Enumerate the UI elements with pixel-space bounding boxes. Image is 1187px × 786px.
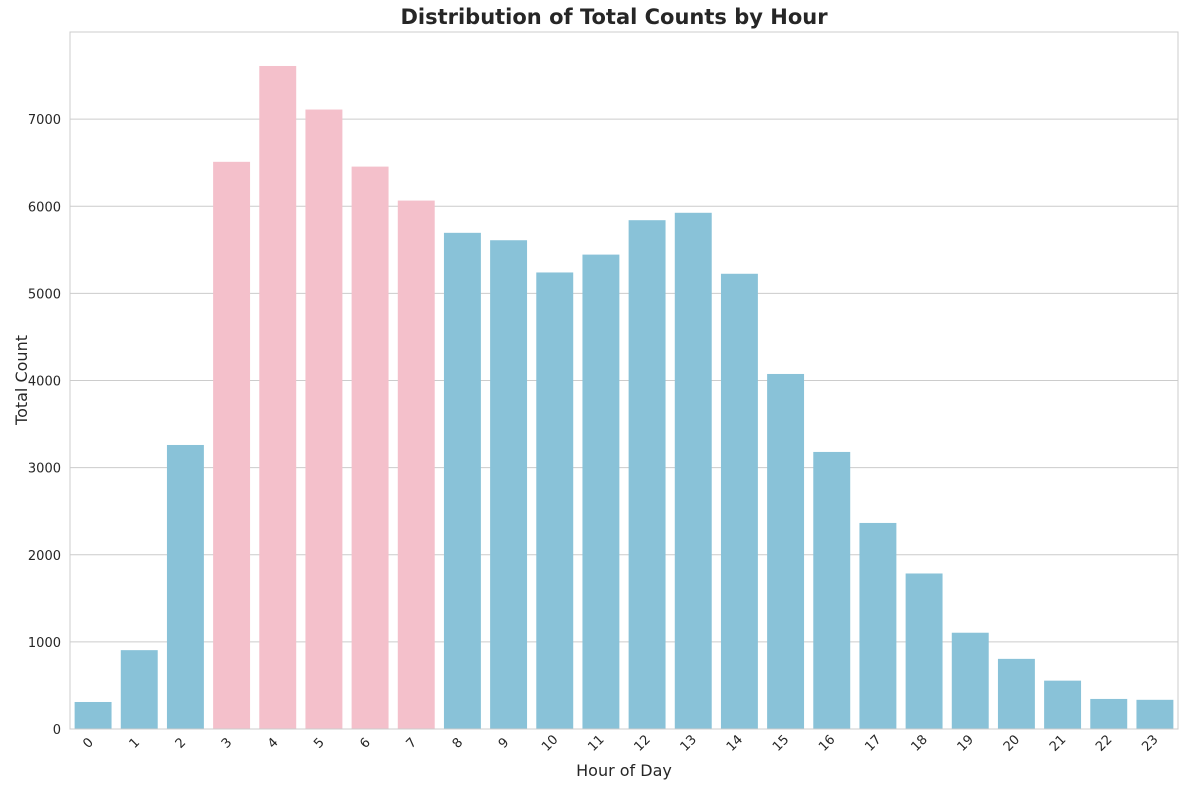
bar-hour-14 <box>720 273 758 729</box>
bar-hour-6 <box>351 166 389 729</box>
x-tick-label: 19 <box>955 732 977 754</box>
plot-frame <box>69 31 1179 730</box>
x-tick-label: 14 <box>724 732 746 754</box>
bar-hour-0 <box>74 701 112 729</box>
x-tick-label: 21 <box>1047 732 1069 754</box>
x-tick-labels: 0 1 2 3 4 5 6 7 8 9 10 11 12 13 14 15 16 17 18 19 20 21 22 23 <box>80 732 1161 754</box>
bar-hour-15 <box>767 373 805 729</box>
x-tick-label: 17 <box>862 732 884 754</box>
bar-hour-20 <box>997 658 1035 729</box>
bar-hour-18 <box>905 573 943 729</box>
x-axis-label: Hour of Day <box>576 761 672 780</box>
x-tick-label: 15 <box>770 732 792 754</box>
x-tick-label: 5 <box>311 735 327 751</box>
x-tick-label: 18 <box>908 732 930 754</box>
x-tick-label: 20 <box>1001 732 1023 754</box>
x-tick-label: 0 <box>80 735 96 751</box>
bar-hour-8 <box>443 232 481 729</box>
bars <box>74 65 1174 730</box>
bar-hour-4 <box>259 65 297 729</box>
y-tick-label: 2000 <box>28 549 61 564</box>
x-tick-label: 22 <box>1093 732 1115 754</box>
x-tick-label: 23 <box>1139 732 1161 754</box>
bar-hour-11 <box>582 254 620 729</box>
x-tick-label: 7 <box>404 735 420 751</box>
x-tick-label: 6 <box>357 735 373 751</box>
x-tick-label: 12 <box>631 732 653 754</box>
x-tick-label: 9 <box>496 735 512 751</box>
bar-hour-7 <box>397 200 435 730</box>
bar-hour-16 <box>813 451 851 729</box>
y-tick-label: 3000 <box>28 462 61 477</box>
x-tick-label: 2 <box>173 735 189 751</box>
x-tick-label: 1 <box>127 735 143 751</box>
y-tick-label: 1000 <box>28 636 61 651</box>
bar-hour-21 <box>1044 680 1082 729</box>
x-tick-label: 11 <box>585 732 607 754</box>
bar-hour-23 <box>1136 699 1174 729</box>
bar-hour-12 <box>628 220 666 729</box>
x-tick-label: 13 <box>678 732 700 754</box>
bar-hour-17 <box>859 522 897 729</box>
y-tick-label: 6000 <box>28 200 61 215</box>
x-tick-label: 8 <box>450 735 466 751</box>
gridlines <box>70 118 1178 730</box>
x-tick-label: 16 <box>816 732 838 754</box>
bar-hour-10 <box>536 272 574 729</box>
bar-hour-22 <box>1090 698 1128 729</box>
chart-title: Distribution of Total Counts by Hour <box>400 5 828 29</box>
bar-hour-2 <box>166 444 204 729</box>
bar-hour-1 <box>120 650 158 729</box>
bar-hour-3 <box>213 161 251 729</box>
y-axis-label: Total Count <box>12 335 31 426</box>
y-tick-label: 7000 <box>28 113 61 128</box>
bar-hour-5 <box>305 109 343 729</box>
y-tick-label: 5000 <box>28 287 61 302</box>
bar-hour-9 <box>490 240 528 729</box>
x-tick-label: 3 <box>219 735 235 751</box>
x-tick-label: 10 <box>539 732 561 754</box>
y-tick-labels: 0 1000 2000 3000 4000 5000 6000 7000 <box>28 113 61 738</box>
bar-hour-19 <box>951 632 989 729</box>
bar-hour-13 <box>674 212 712 730</box>
y-tick-label: 4000 <box>28 375 61 390</box>
y-tick-label: 0 <box>53 723 61 738</box>
x-tick-label: 4 <box>265 735 281 751</box>
